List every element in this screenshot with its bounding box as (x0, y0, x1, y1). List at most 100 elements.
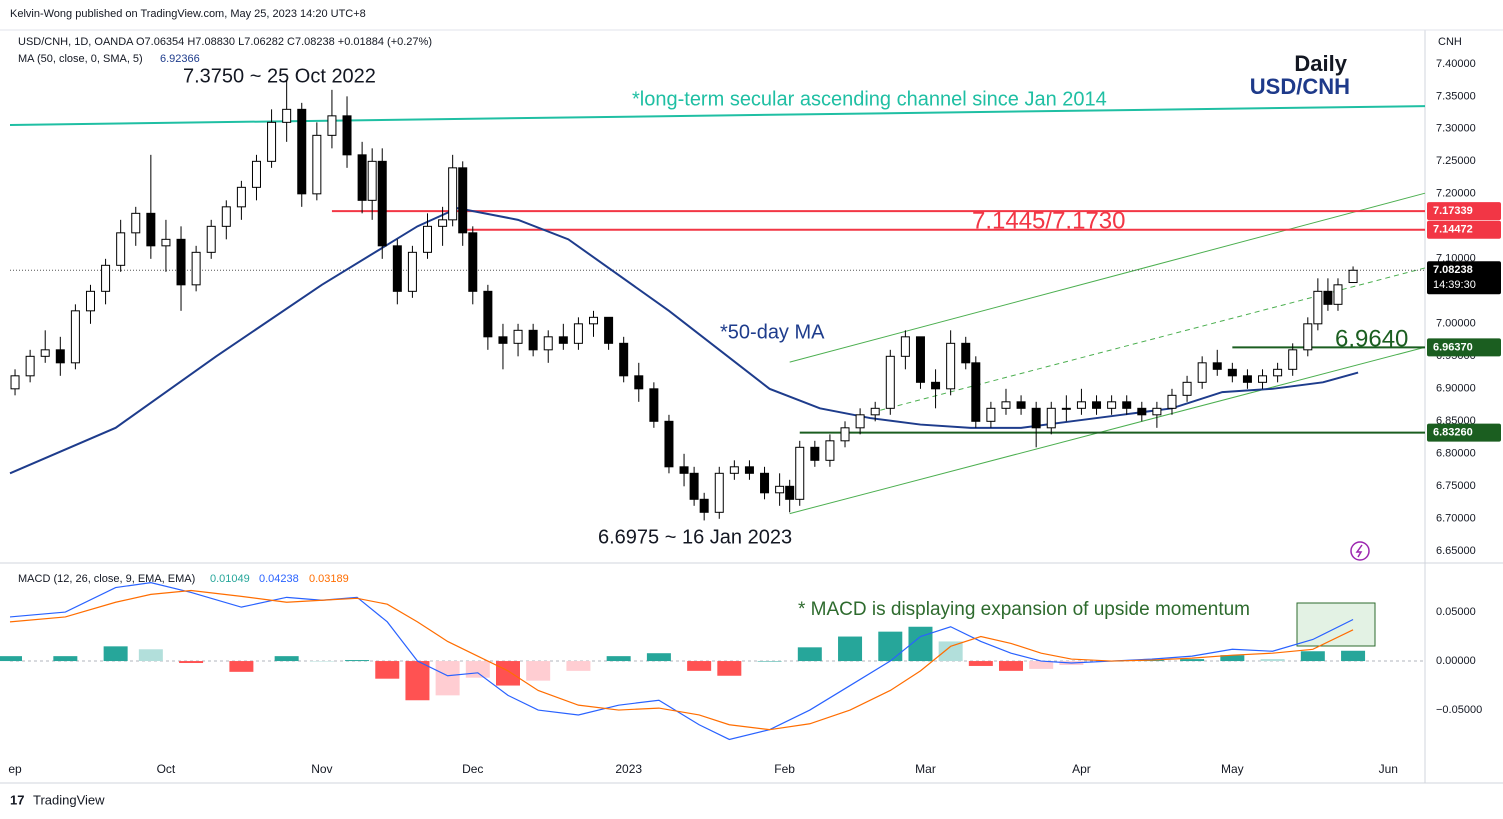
y-tick-label: 6.90000 (1436, 383, 1476, 395)
macd-highlight-box (1296, 602, 1376, 647)
x-tick-label: Feb (774, 762, 795, 776)
candle-body (729, 466, 739, 474)
candle-body (1122, 401, 1132, 409)
candle-body (101, 264, 111, 292)
candle-body (1092, 401, 1102, 409)
ma-annotation: *50-day MA (720, 321, 825, 343)
y-tick-label: 6.70000 (1436, 513, 1476, 525)
macd-histogram-bar (229, 661, 254, 672)
candle-body (221, 206, 231, 227)
footer: TradingView (33, 792, 105, 807)
trendline (789, 346, 1426, 515)
candle-body (825, 440, 835, 461)
candle-body (885, 355, 895, 409)
macd-histogram-bar (309, 661, 334, 662)
candle-body (1152, 407, 1162, 416)
candle-body (915, 336, 925, 383)
candle-body (438, 219, 448, 227)
candle-body (664, 420, 674, 468)
candle-body (236, 186, 246, 208)
candle-body (744, 466, 754, 474)
macd-tick-label: 0.00000 (1436, 655, 1476, 667)
candle-body (785, 485, 795, 500)
macd-histogram-bar (878, 631, 903, 662)
candle-body (1313, 290, 1323, 325)
candle-body (1212, 362, 1222, 370)
candle-body (1348, 269, 1358, 284)
macd-histogram-bar (495, 661, 520, 686)
x-tick-label: ep (8, 762, 22, 776)
macd-histogram-bar (435, 661, 460, 696)
candle-body (573, 323, 583, 344)
price-tag-label: 7.14472 (1433, 224, 1473, 236)
candle-body (377, 160, 387, 247)
macd-histogram-bar (526, 661, 551, 681)
candle-body (986, 407, 996, 422)
macd-histogram-bar (274, 656, 299, 662)
candle-body (931, 381, 941, 390)
macd-legend: MACD (12, 26, close, 9, EMA, EMA) (18, 573, 195, 585)
macd-tick-label: −0.05000 (1436, 704, 1482, 716)
x-tick-label: Dec (462, 762, 483, 776)
y-tick-label: 7.20000 (1436, 188, 1476, 200)
macd-annotation: * MACD is displaying expansion of upside… (798, 599, 1250, 620)
candle-body (1001, 401, 1011, 409)
ma-legend-value: 6.92366 (160, 53, 200, 65)
candle-body (176, 238, 186, 286)
x-tick-label: May (1221, 762, 1244, 776)
macd-histogram-bar (717, 661, 742, 676)
candle-body (1182, 381, 1192, 396)
channel-annotation: *long-term secular ascending channel sin… (632, 88, 1107, 110)
candle-body (689, 472, 699, 500)
candle-body (714, 472, 724, 513)
y-tick-label: 7.40000 (1436, 58, 1476, 70)
candle-body (760, 472, 770, 494)
macd-histogram-bar (838, 636, 863, 662)
y-tick-label: 7.25000 (1436, 155, 1476, 167)
candle-body (855, 414, 865, 429)
candle-body (312, 134, 322, 195)
macd-histogram-bar (405, 661, 430, 701)
candle-body (407, 251, 417, 292)
candle-body (961, 342, 971, 364)
candle-body (558, 336, 568, 344)
candle-body (206, 225, 216, 253)
candle-body (1107, 401, 1117, 409)
publisher: Kelvin-Wong published on TradingView.com… (10, 8, 366, 20)
macd-histogram-bar (375, 661, 400, 679)
candle-body (25, 355, 35, 377)
last-price-label: 7.08238 (1433, 264, 1473, 276)
last-price-tag (1427, 261, 1501, 295)
macd-histogram-bar (1300, 651, 1325, 662)
candle-body (1258, 375, 1268, 383)
macd-histogram-bar (757, 661, 782, 662)
price-tag-label: 7.17339 (1433, 205, 1473, 217)
candle-body (146, 212, 156, 247)
candle-body (649, 388, 659, 422)
candle-body (297, 108, 307, 195)
y-tick-label: 7.35000 (1436, 90, 1476, 102)
candle-body (1303, 323, 1313, 351)
y-tick-label: 7.00000 (1436, 318, 1476, 330)
macd-histogram-bar (1260, 659, 1285, 662)
candle-body (458, 167, 468, 234)
macd-histogram-bar (1341, 650, 1366, 662)
candle-body (1031, 407, 1041, 429)
y-tick-label: 6.75000 (1436, 480, 1476, 492)
candle-body (116, 232, 126, 266)
candle-body (267, 121, 277, 162)
price-tag (1427, 423, 1501, 442)
macd-histogram-bar (968, 661, 993, 666)
candle-body (1333, 284, 1343, 305)
candle-body (327, 115, 337, 136)
macd-histogram-bar (908, 626, 933, 662)
candle-body (528, 329, 538, 351)
candle-body (1227, 368, 1237, 377)
price-tag (1427, 220, 1501, 239)
x-tick-label: Mar (915, 762, 936, 776)
candle-body (1197, 362, 1207, 383)
macd-histogram-bar (938, 641, 963, 662)
price-tag-label: 6.96370 (1433, 341, 1473, 353)
